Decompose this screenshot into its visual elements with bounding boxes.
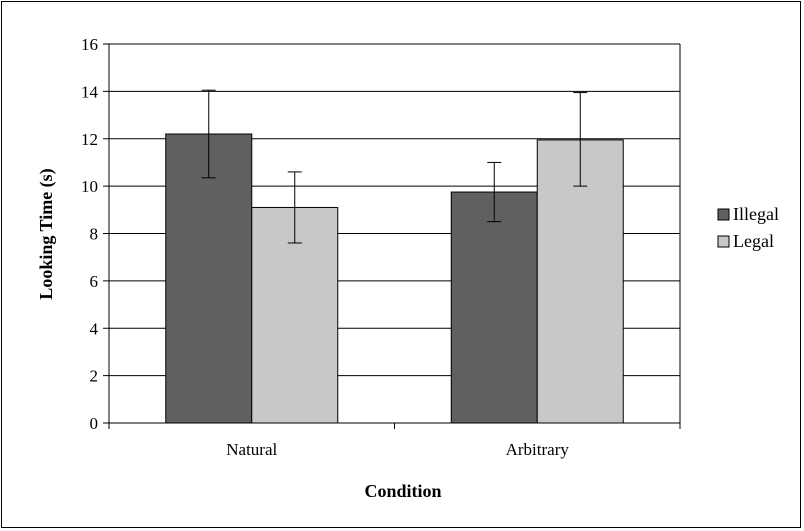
legend-label-illegal: Illegal [733,204,779,224]
y-tick-label-4: 4 [90,319,99,338]
y-tick-label-2: 2 [90,367,99,386]
legend-swatch-legal [717,235,730,248]
x-tick-label-natural: Natural [226,440,277,459]
y-tick-label-6: 6 [90,272,99,291]
y-tick-label-10: 10 [81,177,98,196]
legend-label-legal: Legal [733,231,774,251]
x-tick-label-arbitrary: Arbitrary [506,440,570,459]
bars [165,133,624,424]
y-tick-label-16: 16 [81,35,98,54]
y-tick-label-14: 14 [81,82,99,101]
y-tick-label-0: 0 [90,414,99,433]
y-axis-title: Looking Time (s) [36,168,57,299]
axes [103,43,681,429]
tick-labels: 0 2 4 6 8 10 12 14 16 Natural Arbitrary [81,35,569,459]
error-bars [201,89,588,244]
legend: Illegal Legal [717,204,779,251]
legend-swatch-illegal [717,208,730,221]
y-tick-label-12: 12 [81,130,98,149]
bar-illegal-arbitrary [450,191,538,424]
y-tick-label-8: 8 [90,225,99,244]
x-axis-title: Condition [364,481,441,501]
